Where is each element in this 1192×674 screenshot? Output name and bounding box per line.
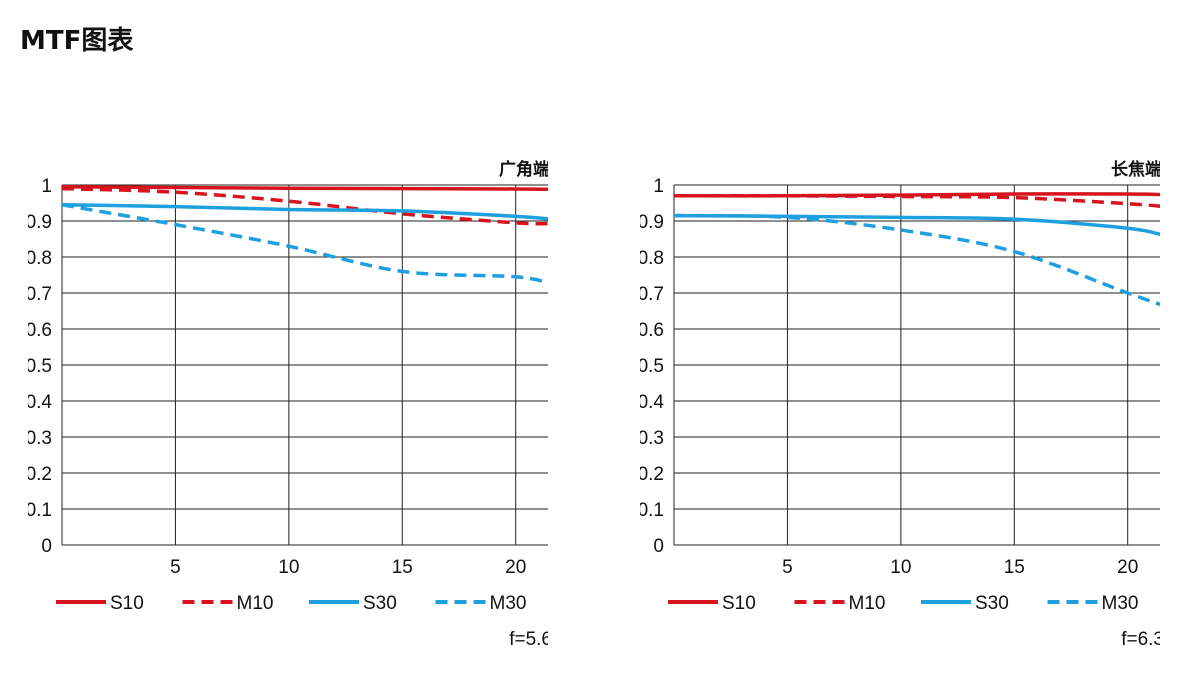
y-tick-label: 0.3 (28, 428, 52, 449)
y-tick-label: 0.1 (640, 500, 664, 521)
mtf-chart-tele: 0 0.1 0.2 0.3 0.4 0.5 0.6 0.7 0.8 0.9 1 5 10 15 20 长焦端 S… (640, 150, 1160, 660)
chart-svg: 00.10.20.30.40.50.60.70.80.915 10 15 20长焦端S… (640, 159, 1160, 650)
legend-label-m30: M30 (1102, 593, 1139, 614)
legend-label-m10: M10 (237, 593, 274, 614)
aperture-label: f=5.6 (509, 629, 548, 650)
y-tick-label: 0.4 (28, 392, 52, 413)
legend-label-s10: S10 (722, 593, 756, 614)
y-tick-label: 0.9 (640, 212, 664, 233)
y-tick-label: 0.8 (28, 248, 52, 269)
legend-label-s30: S30 (363, 593, 397, 614)
series-line-s10 (674, 192, 1160, 198)
x-tick-label: 15 (1004, 557, 1025, 578)
chart-svg: 00.10.20.30.40.50.60.70.80.915 10 15 20广角端S… (28, 159, 548, 650)
y-tick-label: 0.2 (28, 464, 52, 485)
legend-label-s30: S30 (975, 593, 1009, 614)
y-tick-label: 0.8 (640, 248, 664, 269)
y-tick-label: 1 (653, 176, 664, 197)
y-tick-label: 0 (653, 536, 664, 557)
y-tick-label: 0.5 (640, 356, 664, 377)
y-tick-label: 0.7 (28, 284, 52, 305)
x-tick-label: 5 (782, 557, 793, 578)
y-tick-label: 0.5 (28, 356, 52, 377)
x-tick-label: 5 (170, 557, 181, 578)
x-tick-label: 20 (1117, 557, 1138, 578)
y-tick-label: 0.6 (28, 320, 52, 341)
x-tick-label: 10 (890, 557, 911, 578)
chart-title: 广角端 (499, 159, 548, 180)
x-tick-label: 10 (278, 557, 299, 578)
x-tick-label: 20 (505, 557, 526, 578)
legend-label-m30: M30 (490, 593, 527, 614)
legend-label-m10: M10 (849, 593, 886, 614)
series-line-s10 (62, 185, 548, 192)
page-title: MTF图表 (20, 26, 134, 56)
x-tick-label: 15 (392, 557, 413, 578)
y-tick-label: 0.6 (640, 320, 664, 341)
y-tick-label: 0.1 (28, 500, 52, 521)
chart-title: 长焦端 (1111, 159, 1160, 180)
y-tick-label: 0.9 (28, 212, 52, 233)
series-line-s30 (62, 203, 548, 221)
aperture-label: f=6.3 (1121, 629, 1160, 650)
series-line-m10 (62, 186, 548, 226)
y-tick-label: 1 (41, 176, 52, 197)
y-tick-label: 0.4 (640, 392, 664, 413)
y-tick-label: 0.3 (640, 428, 664, 449)
series-line-s30 (674, 213, 1160, 237)
series-line-m10 (674, 193, 1160, 208)
series-line-m30 (62, 203, 548, 285)
legend-label-s10: S10 (110, 593, 144, 614)
series-line-m30 (674, 213, 1160, 307)
y-tick-label: 0.2 (640, 464, 664, 485)
y-tick-label: 0.7 (640, 284, 664, 305)
mtf-chart-wide: 0 0.1 0.2 0.3 0.4 0.5 0.6 0.7 0.8 0.9 1 5 10 15 20 广角端 S… (28, 150, 548, 660)
y-tick-label: 0 (41, 536, 52, 557)
